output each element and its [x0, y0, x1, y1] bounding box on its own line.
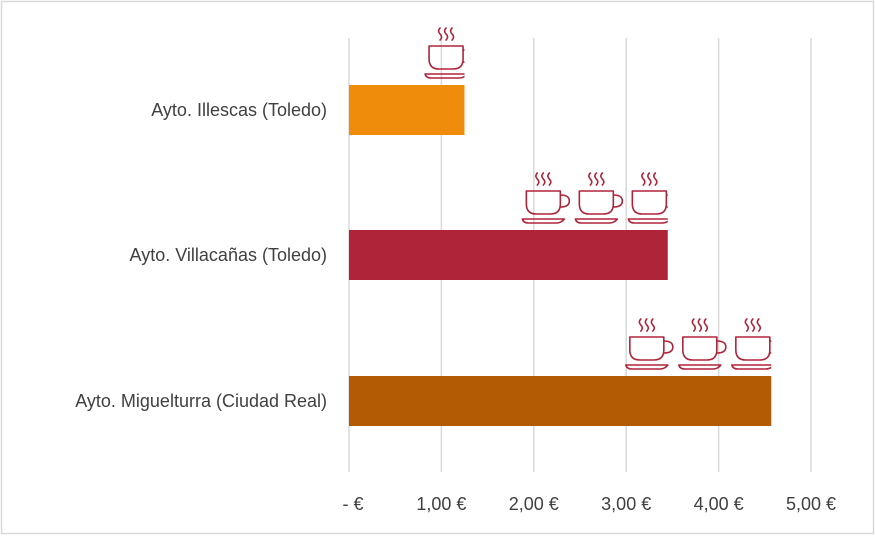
category-label-1: Ayto. Villacañas (Toledo)	[130, 245, 327, 265]
category-labels: Ayto. Illescas (Toledo) Ayto. Villacañas …	[75, 100, 327, 411]
bars	[349, 85, 772, 426]
bar-0	[349, 85, 465, 135]
cup-row-0	[424, 27, 465, 79]
cup-row-1	[521, 172, 668, 224]
x-tick-label-1: 1,00 €	[416, 494, 466, 514]
category-label-0: Ayto. Illescas (Toledo)	[151, 100, 327, 120]
coffee-cup-icon	[521, 172, 571, 224]
bar-2	[349, 376, 772, 426]
x-axis-ticks: - € 1,00 € 2,00 € 3,00 € 4,00 € 5,00 €	[342, 494, 836, 514]
coffee-cup-icon	[731, 318, 772, 370]
coffee-cup-icon	[625, 318, 674, 370]
coffee-icons	[424, 27, 772, 370]
x-tick-label-5: 5,00 €	[786, 494, 836, 514]
coffee-cup-icon	[678, 318, 727, 370]
x-tick-label-4: 4,00 €	[694, 494, 744, 514]
cup-row-2	[625, 318, 772, 370]
bar-1	[349, 230, 668, 280]
category-label-2: Ayto. Miguelturra (Ciudad Real)	[75, 391, 327, 411]
coffee-cup-icon	[574, 172, 624, 224]
x-tick-label-0: - €	[342, 494, 363, 514]
x-tick-label-3: 3,00 €	[601, 494, 651, 514]
coffee-cup-icon	[627, 172, 668, 224]
coffee-cup-icon	[424, 27, 465, 79]
x-tick-label-2: 2,00 €	[509, 494, 559, 514]
